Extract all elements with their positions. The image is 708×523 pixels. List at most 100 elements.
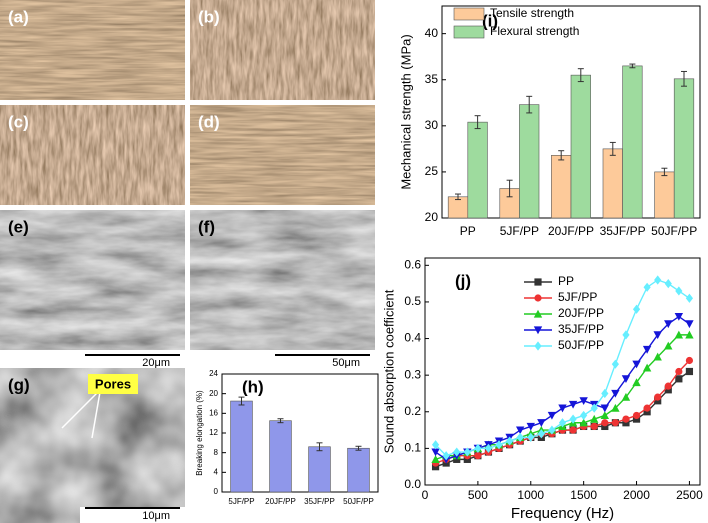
x-tick-label: 20JF/PP — [265, 497, 296, 506]
marker — [537, 429, 545, 439]
photo-texture — [0, 210, 185, 350]
marker — [664, 279, 672, 289]
marker — [611, 389, 620, 398]
marker — [632, 378, 641, 387]
error-bar — [506, 179, 513, 198]
annotation: Pores — [95, 376, 131, 391]
marker — [558, 418, 567, 428]
marker — [642, 363, 652, 372]
error-bar — [277, 418, 284, 424]
marker — [685, 293, 694, 303]
bar — [673, 78, 695, 219]
marker — [516, 432, 524, 443]
x-tick-label: 35JF/PP — [600, 224, 646, 238]
photo-texture — [190, 210, 375, 350]
y-tick-label: 0.2 — [404, 404, 421, 418]
marker — [674, 330, 684, 339]
scale-bar-label: 50μm — [332, 357, 360, 369]
marker — [568, 400, 578, 409]
chart-title: (i) — [482, 11, 498, 30]
annotation-box — [88, 374, 138, 394]
error-bar — [316, 442, 323, 452]
marker — [685, 356, 694, 365]
marker — [653, 352, 662, 361]
x-tick-label: 500 — [468, 488, 488, 502]
marker — [664, 341, 673, 350]
legend-label: Flexural strength — [490, 24, 579, 38]
y-tick-label: 0.6 — [404, 257, 421, 271]
marker — [463, 447, 471, 457]
marker — [442, 451, 450, 461]
bar — [551, 155, 572, 219]
legend-marker — [534, 341, 542, 351]
marker — [484, 443, 493, 453]
legend-label: 5JF/PP — [558, 290, 597, 304]
panel-label: (f) — [198, 217, 215, 236]
y-tick-label: 0.5 — [404, 294, 421, 308]
marker — [431, 448, 440, 457]
y-tick-label: 0 — [214, 487, 219, 496]
y-tick-label: 4 — [214, 467, 219, 476]
chart-background — [383, 0, 708, 242]
x-tick-label: 50JF/PP — [651, 224, 697, 238]
marker — [622, 330, 630, 340]
marker — [569, 414, 577, 424]
marker — [611, 419, 619, 427]
scale-bar-bg — [80, 507, 185, 523]
marker — [675, 286, 683, 296]
marker — [643, 282, 651, 292]
y-tick-label: 35 — [425, 72, 439, 86]
bar — [519, 104, 540, 219]
chart-title: (j) — [455, 271, 471, 290]
x-axis-label: Frequency (Hz) — [511, 505, 614, 522]
x-tick-label: 2000 — [623, 488, 650, 502]
plot-frame — [424, 257, 701, 486]
marker — [685, 320, 694, 329]
legend-swatch — [453, 25, 485, 39]
bar — [230, 400, 253, 493]
y-tick-label: 20 — [425, 210, 439, 224]
legend-label: 35JF/PP — [558, 322, 604, 336]
x-tick-label: 50JF/PP — [343, 497, 374, 506]
legend-label: 20JF/PP — [558, 306, 604, 320]
marker — [632, 304, 641, 314]
bar — [308, 446, 331, 493]
chart-background — [383, 250, 708, 523]
marker — [675, 375, 683, 383]
marker — [474, 443, 482, 453]
marker — [600, 411, 610, 420]
marker — [495, 440, 503, 450]
error-bar — [526, 95, 533, 114]
bar — [622, 65, 643, 219]
x-tick-label: 20JF/PP — [548, 224, 594, 238]
y-axis-label: Breaking elongation (%) — [195, 390, 204, 476]
marker — [654, 275, 662, 285]
error-bar — [577, 68, 584, 83]
bar — [570, 74, 591, 219]
marker — [642, 345, 652, 354]
panel-label: (a) — [8, 7, 29, 26]
marker — [653, 331, 662, 340]
marker — [590, 414, 599, 423]
y-tick-label: 0.3 — [404, 367, 421, 381]
marker — [548, 425, 556, 435]
marker — [515, 426, 525, 435]
x-tick-label: PP — [460, 224, 476, 238]
legend-label: 50JF/PP — [558, 338, 604, 352]
y-tick-label: 24 — [209, 369, 218, 378]
marker — [431, 440, 440, 450]
photo-texture — [190, 0, 375, 100]
scale-bar-label: 20μm — [142, 357, 170, 369]
y-axis-label: Mechanical strength (MPa) — [398, 34, 413, 189]
marker — [611, 403, 620, 412]
bar — [467, 121, 488, 219]
pointer — [91, 391, 101, 439]
y-axis-label: Sound absorption coefficient — [381, 289, 396, 453]
y-tick-label: 0.4 — [404, 331, 421, 345]
marker — [654, 393, 662, 401]
marker — [664, 320, 673, 329]
marker — [685, 330, 694, 339]
photo-texture — [190, 105, 375, 205]
marker — [590, 403, 598, 413]
